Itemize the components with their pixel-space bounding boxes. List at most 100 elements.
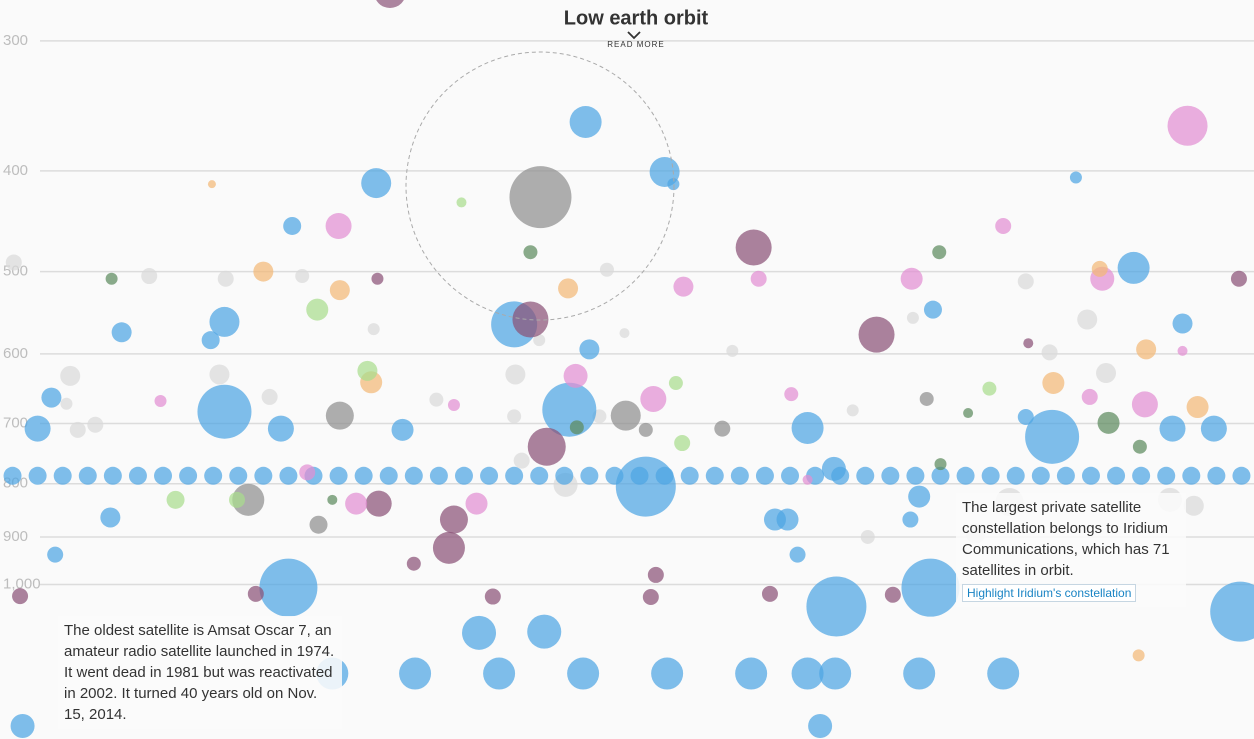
bubble: [329, 280, 350, 301]
bubble: [527, 614, 562, 649]
bubble: [365, 490, 392, 517]
bubble: [217, 270, 234, 287]
bubble: [858, 316, 895, 353]
bubble: [1177, 345, 1188, 356]
bubble: [41, 387, 62, 408]
bubble: [505, 466, 524, 485]
bubble: [232, 483, 265, 516]
bubble: [432, 531, 465, 564]
bubble: [1172, 313, 1193, 334]
y-tick-label: 600: [3, 345, 28, 362]
bubble: [283, 216, 302, 235]
bubble: [630, 466, 649, 485]
y-tick-label: 400: [3, 162, 28, 179]
bubble: [987, 657, 1020, 690]
bubble: [819, 657, 852, 690]
bubble: [1232, 466, 1251, 485]
bubble: [1200, 415, 1227, 442]
bubble: [1230, 270, 1247, 287]
bubble: [259, 558, 318, 617]
bubble: [726, 344, 739, 357]
bubble: [599, 262, 614, 277]
bubble: [1077, 309, 1098, 330]
bubble: [1097, 411, 1120, 434]
bubble: [103, 466, 122, 485]
bubble: [209, 364, 230, 385]
bubble: [530, 466, 549, 485]
bubble: [329, 466, 348, 485]
bubble: [647, 566, 664, 583]
bubble: [569, 420, 584, 435]
bubble: [327, 494, 338, 505]
chevron[interactable]: [627, 31, 641, 40]
bubble: [1025, 409, 1080, 464]
bubble: [480, 466, 499, 485]
bubble: [439, 505, 468, 534]
read-more[interactable]: READ MORE: [607, 40, 664, 49]
bubble: [579, 339, 600, 360]
bubble: [655, 466, 674, 485]
bubble: [1207, 466, 1226, 485]
bubble: [279, 466, 298, 485]
bubble: [454, 466, 473, 485]
bubble: [931, 466, 950, 485]
y-tick-label: 1,000: [3, 575, 41, 592]
bubble: [78, 466, 97, 485]
bubble: [345, 492, 368, 515]
offscreen-bubble: [376, 0, 404, 8]
bubble: [10, 713, 35, 738]
bubble: [1006, 466, 1025, 485]
bubble: [325, 212, 352, 239]
bubble: [1186, 396, 1209, 419]
bubble: [674, 435, 691, 452]
y-tick-label: 900: [3, 528, 28, 545]
bubble: [995, 217, 1012, 234]
bubble: [856, 466, 875, 485]
bubble: [908, 485, 931, 508]
bubble: [1183, 495, 1204, 516]
bubble: [563, 363, 588, 388]
bubble: [1159, 415, 1186, 442]
bubble: [714, 420, 731, 437]
bubble: [306, 298, 329, 321]
bubble: [705, 466, 724, 485]
bubble: [154, 466, 173, 485]
bubble: [429, 392, 444, 407]
annotation: The largest private satellite constellat…: [956, 493, 1186, 607]
bubble: [1167, 105, 1208, 146]
bubble: [808, 713, 833, 738]
bubble: [673, 276, 694, 297]
y-tick-label: 700: [3, 414, 28, 431]
bubble: [100, 507, 121, 528]
bubble: [831, 466, 850, 485]
highlight-button[interactable]: Highlight Iridium's constellation: [962, 584, 1137, 602]
bubble: [1096, 363, 1117, 384]
bubble: [667, 178, 680, 191]
bubble: [295, 269, 310, 284]
bubble: [111, 322, 132, 343]
bubble: [361, 168, 392, 199]
bubble: [605, 466, 624, 485]
bubble: [261, 388, 278, 405]
bubble: [1069, 171, 1082, 184]
bubble: [802, 474, 813, 485]
bubble: [513, 452, 530, 469]
bubble: [1210, 581, 1254, 642]
bubble: [900, 267, 923, 290]
bubble: [982, 381, 997, 396]
bubble: [615, 456, 676, 517]
bubble: [404, 466, 423, 485]
bubble: [1136, 339, 1157, 360]
bubble: [640, 385, 667, 412]
bubble: [53, 466, 72, 485]
bubble: [776, 508, 799, 531]
bubble: [1132, 649, 1145, 662]
bubble: [680, 466, 699, 485]
bubble: [509, 166, 572, 229]
bubble: [610, 400, 641, 431]
bubble: [254, 466, 273, 485]
bubble: [371, 272, 384, 285]
bubble: [902, 511, 919, 528]
bubble: [229, 491, 246, 508]
bubble: [505, 364, 526, 385]
